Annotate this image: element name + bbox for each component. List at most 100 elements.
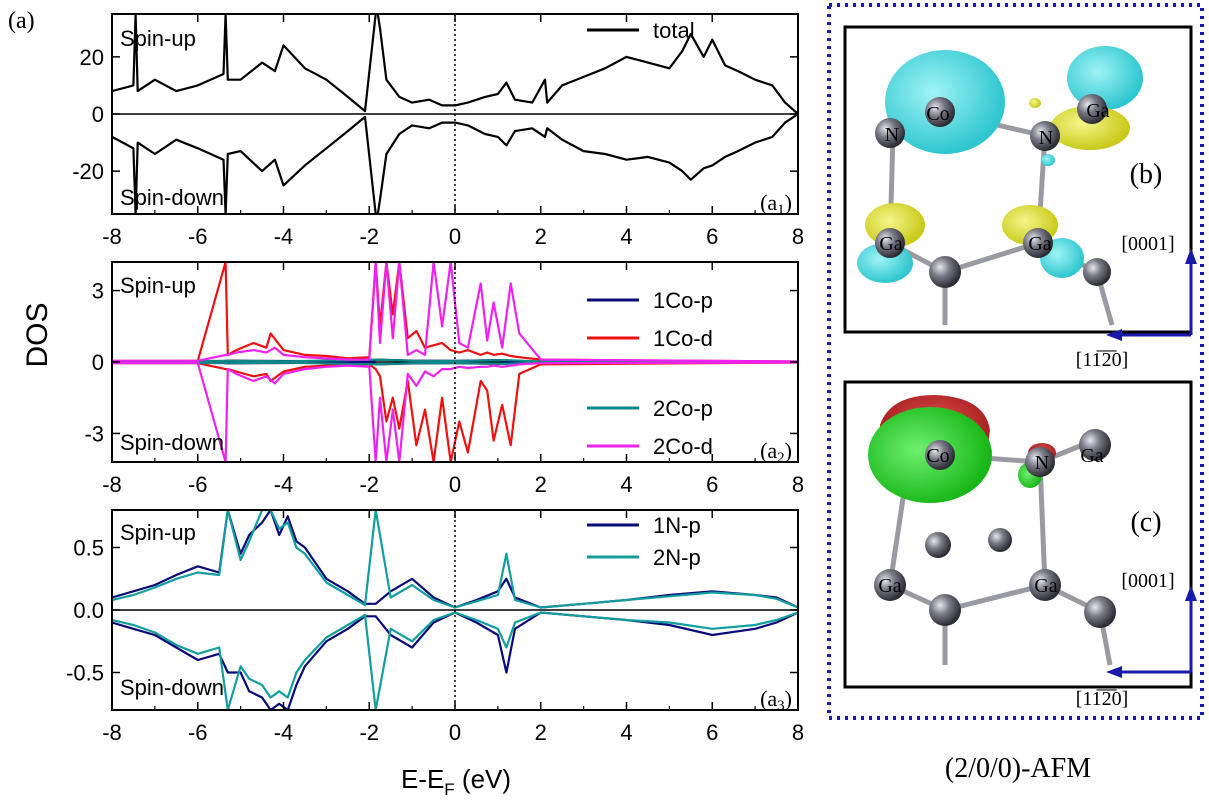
axis-arrowhead-up-c [1185,585,1197,601]
spin-density-yellow-small [1029,98,1041,108]
y-tick-label-a2: -3 [84,421,104,446]
atom-bottom-2-c [1084,596,1116,628]
y-tick-label-a3: 0.5 [73,536,104,561]
y-tick-label-a3: -0.5 [66,661,104,686]
series-group-a2 [112,262,798,462]
atom-label-ga-left: Ga [879,233,902,255]
atom-ga-left [875,228,905,258]
panel-label-a: (a) [8,8,35,34]
y-tick-label-a2: 0 [92,350,104,375]
series-line-1Co-d-down [112,361,798,462]
annotation-spin-down-a1: Spin-down [120,185,224,210]
atom-ga-top [1077,94,1107,124]
structures-dotted-border [827,3,1204,720]
x-tick-label-a1: 0 [449,224,461,249]
x-tick-label-a3: -2 [359,720,379,745]
series-line-total-down [112,113,798,214]
atom-ga-top-c [1079,429,1111,461]
x-tick-label-a1: -2 [359,224,379,249]
atom-co-c [925,440,955,470]
x-tick-label-a2: 8 [792,472,804,497]
x-tick-label-a2: -6 [188,472,208,497]
structure-c: Co Ga N Ga Ga (c) [0001] [11̅2̅0] [843,380,1197,710]
atom-bottom-1-c [929,594,961,626]
legend-label-1Co-p: 1Co-p [653,288,713,313]
legend-label-2N-p: 2N-p [653,545,701,570]
annotation-spin-up-a1: Spin-up [120,26,196,51]
x-tick-label-a1: -8 [102,224,122,249]
x-tick-label-a1: 4 [620,224,632,249]
legend-label-2Co-d: 2Co-d [653,434,713,459]
series-line-total-up [112,14,798,115]
atom-bottom-2 [1083,258,1111,286]
x-tick-label-a3: 8 [792,720,804,745]
panel-a2: -8 -6 -4 -2 0 2 4 6 8 -3 0 3 Spin-up Spin-down (a2) 1Co… [84,261,804,497]
x-tick-label-a1: 6 [706,224,718,249]
structure-b: Co Ga N N Ga Ga (b) [0001] [11̅2̅0] [843,25,1197,371]
atom-co [925,97,955,127]
x-tick-label-a3: 4 [620,720,632,745]
x-tick-label-a2: -2 [359,472,379,497]
panel-label-c: (c) [1130,507,1161,538]
axis-label-1120-c: [11̅2̅0] [1076,688,1129,710]
axis-arrowhead-left-c [1106,666,1122,678]
annotation-spin-up-a3: Spin-up [120,520,196,545]
x-tick-label-a3: 0 [449,720,461,745]
x-tick-label-a3: -4 [274,720,294,745]
y-tick-label-a3: 0.0 [73,598,104,623]
atom-label-ga-right: Ga [1028,233,1051,255]
y-axis-label: DOS [21,302,54,367]
spin-density-cyan-ga [1067,46,1143,110]
axis-arrowhead-up-b [1185,248,1197,264]
series-group-a1 [112,14,798,214]
annotation-spin-down-a2: Spin-down [120,430,224,455]
atom-mid-c [925,532,951,558]
caption: (2/0/0)-AFM [945,753,1091,784]
axis-arrowhead-left-b [1106,329,1122,341]
atom-ga-right-c [1029,569,1061,601]
y-tick-label-a1: 0 [92,102,104,127]
x-tick-label-a2: 0 [449,472,461,497]
axis-label-1120-b: [11̅2̅0] [1076,349,1129,371]
x-tick-label-a1: 8 [792,224,804,249]
axis-label-0001-c: [0001] [1121,570,1174,592]
spin-density-yellow-ga [1050,106,1130,150]
panel-sublabel-a2: (a2) [760,438,792,466]
atom-label-n-left: N [885,124,899,146]
x-tick-label-a2: -4 [274,472,294,497]
atom-ga-right [1023,228,1053,258]
legend-label-1N-p: 1N-p [653,513,701,538]
atom-ga-left-c [874,569,906,601]
axis-label-0001-b: [0001] [1121,233,1174,255]
series-line-2Co-d-down [112,361,798,462]
x-tick-label-a3: 6 [706,720,718,745]
x-tick-label-a2: 2 [535,472,547,497]
x-tick-label-a3: 2 [535,720,547,745]
x-axis-label: E-EF (eV) [401,764,511,799]
x-tick-label-a1: -6 [188,224,208,249]
atom-label-co-c: Co [926,445,949,467]
series-group-a3 [112,510,798,710]
annotation-spin-down-a3: Spin-down [120,675,224,700]
legend-label-total: total [653,18,695,43]
x-tick-label-a3: -6 [188,720,208,745]
atom-label-ga: Ga [1086,100,1109,122]
y-tick-label-a1: -20 [72,159,104,184]
x-tick-label-a2: -8 [102,472,122,497]
legend-label-2Co-p: 2Co-p [653,396,713,421]
series-line-2Co-d-up [112,262,798,363]
series-line-2Co-p-up [112,358,798,363]
atom-label-ga-right-c: Ga [1034,575,1057,597]
atom-n-left [875,118,905,148]
atom-label-ga-left-c: Ga [878,575,901,597]
series-line-2N-p-up [112,510,798,609]
atom-mid-2-c [988,528,1012,552]
y-tick-label-a1: 20 [80,45,104,70]
spin-density-cyan-small [1041,154,1055,166]
atom-n-right [1030,121,1060,151]
panel-sublabel-a3: (a3) [760,686,792,714]
series-line-2N-p-down [112,611,798,710]
atom-label-n-right: N [1039,127,1053,149]
